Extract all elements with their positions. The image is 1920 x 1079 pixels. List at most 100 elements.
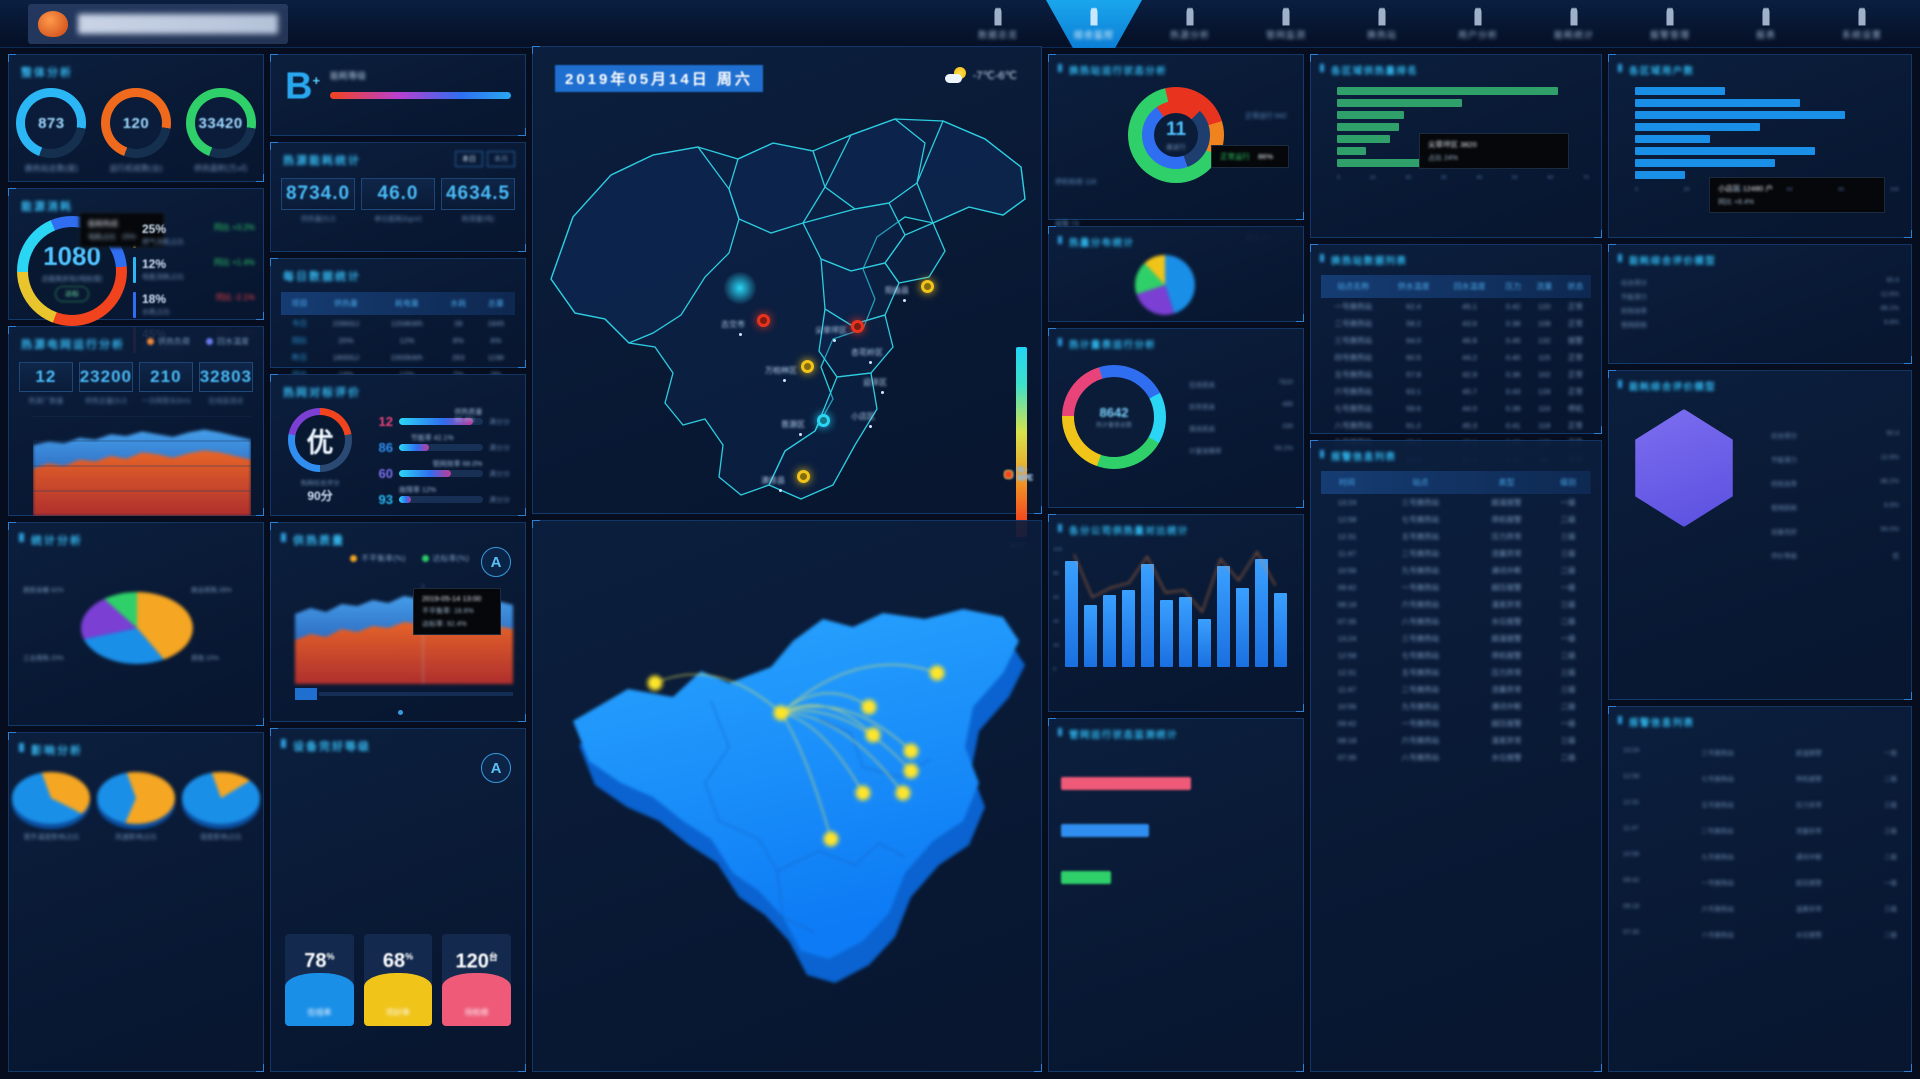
map-label-1[interactable]: 阳曲县 <box>885 286 909 295</box>
bar-9[interactable] <box>1236 587 1249 667</box>
nav-item-0[interactable]: 数据总览 <box>950 0 1046 48</box>
nav-item-9[interactable]: 系统设置 <box>1814 0 1910 48</box>
table-row[interactable]: 11:47 二号换热站 流量异常 三级 <box>1321 681 1591 698</box>
nav-item-2[interactable]: 热源分析 <box>1142 0 1238 48</box>
app-logo-block[interactable]: 供热智能管控平台 <box>28 4 288 44</box>
rank-row-2[interactable] <box>1311 111 1601 119</box>
panel-district-map[interactable]: 2019年05月14日 周六 -7℃-6℃ 古交市 阳曲县 尖草坪区 万柏林区 杏花岭区… <box>532 46 1043 550</box>
main-nav[interactable]: 数据总览 综合监控 热源分析 管网监测 换热站 用户分析 能耗统计 报警管理 报表 系统设置 <box>950 0 1910 48</box>
map-label-4[interactable]: 杏花岭区 <box>851 348 883 357</box>
table-row[interactable]: 12:58 七号换热站 停机报警 二级 <box>1321 511 1591 528</box>
table-row[interactable]: 11:47 二号换热站 流量异常 三级 <box>1321 545 1591 562</box>
bar-6[interactable] <box>1179 597 1192 667</box>
map3d-node-8[interactable] <box>893 783 913 803</box>
alarm-detail-row-6[interactable]: 08:18 六号换热站 温差异常 三级 <box>1609 895 1911 921</box>
table-row[interactable]: 二号换热站 58.2 43.6 0.38 108 正常 <box>1321 315 1591 332</box>
nav-item-6[interactable]: 能耗统计 <box>1526 0 1622 48</box>
map3d-node-3[interactable] <box>927 663 947 683</box>
bar-0[interactable] <box>1065 561 1078 667</box>
bar-11[interactable] <box>1274 592 1287 667</box>
table-row[interactable]: 12:31 五号换热站 压力异常 三级 <box>1321 664 1591 681</box>
bar-1[interactable] <box>1084 604 1097 667</box>
nav-item-1[interactable]: 综合监控 <box>1046 0 1142 48</box>
nav-item-8[interactable]: 报表 <box>1718 0 1814 48</box>
alarm-detail-row-4[interactable]: 10:56 九号换热站 通讯中断 二级 <box>1609 843 1911 869</box>
alarm-detail-row-3[interactable]: 11:47 二号换热站 流量异常 三级 <box>1609 817 1911 843</box>
table-row[interactable]: 六号换热站 63.1 45.7 0.43 126 正常 <box>1321 383 1591 400</box>
rank-row-3[interactable] <box>1311 123 1601 131</box>
table-row[interactable]: 12:58 七号换热站 停机报警 二级 <box>1321 647 1591 664</box>
table-row[interactable]: 12:31 五号换热站 压力异常 三级 <box>1321 528 1591 545</box>
rank-row-1[interactable] <box>1609 99 1911 107</box>
map3d-svg[interactable] <box>533 521 1043 1073</box>
table-row[interactable]: 09:42 一号换热站 超压报警 一级 <box>1321 715 1591 732</box>
map-label-2[interactable]: 尖草坪区 <box>815 326 847 335</box>
table-row[interactable]: 13:24 三号换热站 超温报警 一级 <box>1321 494 1591 511</box>
map-label-8[interactable]: 清徐县 <box>761 476 785 485</box>
bar-5[interactable] <box>1160 599 1173 667</box>
map-label-3[interactable]: 万柏林区 <box>765 366 797 375</box>
chart-scrollbar-track[interactable] <box>319 692 513 696</box>
table-row[interactable]: 四号换热站 60.5 44.2 0.40 115 正常 <box>1321 349 1591 366</box>
rank-row-3[interactable] <box>1609 123 1911 131</box>
map-label-5[interactable]: 迎泽区 <box>863 378 887 387</box>
map-pin-0[interactable] <box>757 314 770 327</box>
map-label-0[interactable]: 古交市 <box>721 320 745 329</box>
table-row[interactable]: 07:35 八号换热站 水位报警 二级 <box>1321 613 1591 630</box>
legend-entry-0[interactable]: 供热负荷 <box>147 336 190 347</box>
table-row[interactable]: 八号换热站 61.2 45.3 0.41 118 正常 <box>1321 417 1591 434</box>
alarm-detail-row-0[interactable]: 13:24 三号换热站 超温报警 一级 <box>1609 739 1911 765</box>
map3d-node-5[interactable] <box>901 741 921 761</box>
rank-row-5[interactable] <box>1311 147 1601 155</box>
table-row[interactable]: 10:56 九号换热站 通讯中断 二级 <box>1321 562 1591 579</box>
table-row[interactable]: 08:18 六号换热站 温差异常 三级 <box>1321 732 1591 749</box>
map-pin-8[interactable] <box>797 470 810 483</box>
bar-10[interactable] <box>1255 559 1268 667</box>
table-row[interactable]: 七号换热站 59.6 44.0 0.39 110 停机 <box>1321 400 1591 417</box>
map-pin-3[interactable] <box>801 360 814 373</box>
table-row[interactable]: 三号换热站 64.0 46.8 0.45 132 报警 <box>1321 332 1591 349</box>
nav-item-5[interactable]: 用户分析 <box>1430 0 1526 48</box>
rank-row-0[interactable] <box>1311 87 1601 95</box>
table-row[interactable]: 13:24 三号换热站 超温报警 一级 <box>1321 630 1591 647</box>
map3d-node-4[interactable] <box>863 725 883 745</box>
carousel-dot[interactable] <box>398 710 403 715</box>
rank-row-4[interactable] <box>1311 135 1601 143</box>
rank-row-6[interactable] <box>1311 159 1601 167</box>
bar-2[interactable] <box>1103 595 1116 667</box>
map-pin-6[interactable] <box>817 414 830 427</box>
alarm-detail-row-1[interactable]: 12:58 七号换热站 停机报警 二级 <box>1609 765 1911 791</box>
panel-3d-map[interactable]: 古交 <box>532 520 1042 1072</box>
energy-tab-1[interactable]: 本月 <box>487 151 515 167</box>
map-label-6[interactable]: 晋源区 <box>781 420 805 429</box>
energy-tab-0[interactable]: 本日 <box>455 151 483 167</box>
legend-entry-1[interactable]: 回水温度 <box>206 336 249 347</box>
table-row[interactable]: 08:18 六号换热站 温差异常 三级 <box>1321 596 1591 613</box>
bar-8[interactable] <box>1217 566 1230 667</box>
map-pin-2[interactable] <box>851 320 864 333</box>
map3d-node-9[interactable] <box>821 829 841 849</box>
nav-item-4[interactable]: 换热站 <box>1334 0 1430 48</box>
rank-row-4[interactable] <box>1609 135 1911 143</box>
map3d-node-2[interactable] <box>859 697 879 717</box>
rank-row-1[interactable] <box>1311 99 1601 107</box>
rank-row-5[interactable] <box>1609 147 1911 155</box>
alarm-detail-row-7[interactable]: 07:35 八号换热站 水位报警 二级 <box>1609 921 1911 947</box>
rank-row-6[interactable] <box>1609 159 1911 167</box>
nav-item-3[interactable]: 管网监测 <box>1238 0 1334 48</box>
chart-scrollbar-thumb[interactable] <box>295 688 317 700</box>
map-pin-1[interactable] <box>921 280 934 293</box>
supply-legend-1[interactable]: 达标率(%) <box>421 553 469 564</box>
map3d-node-1[interactable] <box>771 703 791 723</box>
bar-7[interactable] <box>1198 619 1211 667</box>
map3d-node-6[interactable] <box>901 761 921 781</box>
district-map-svg[interactable] <box>533 47 1043 515</box>
alarm-detail-row-5[interactable]: 09:42 一号换热站 超压报警 一级 <box>1609 869 1911 895</box>
table-row[interactable]: 07:35 八号换热站 水位报警 二级 <box>1321 749 1591 766</box>
table-row[interactable]: 一号换热站 62.4 45.1 0.42 120 正常 <box>1321 298 1591 315</box>
table-row[interactable]: 10:56 九号换热站 通讯中断 二级 <box>1321 698 1591 715</box>
supply-legend-0[interactable]: 不平衡率(%) <box>350 553 406 564</box>
rank-row-0[interactable] <box>1609 87 1911 95</box>
alarm-detail-row-2[interactable]: 12:31 五号换热站 压力异常 三级 <box>1609 791 1911 817</box>
nav-item-7[interactable]: 报警管理 <box>1622 0 1718 48</box>
